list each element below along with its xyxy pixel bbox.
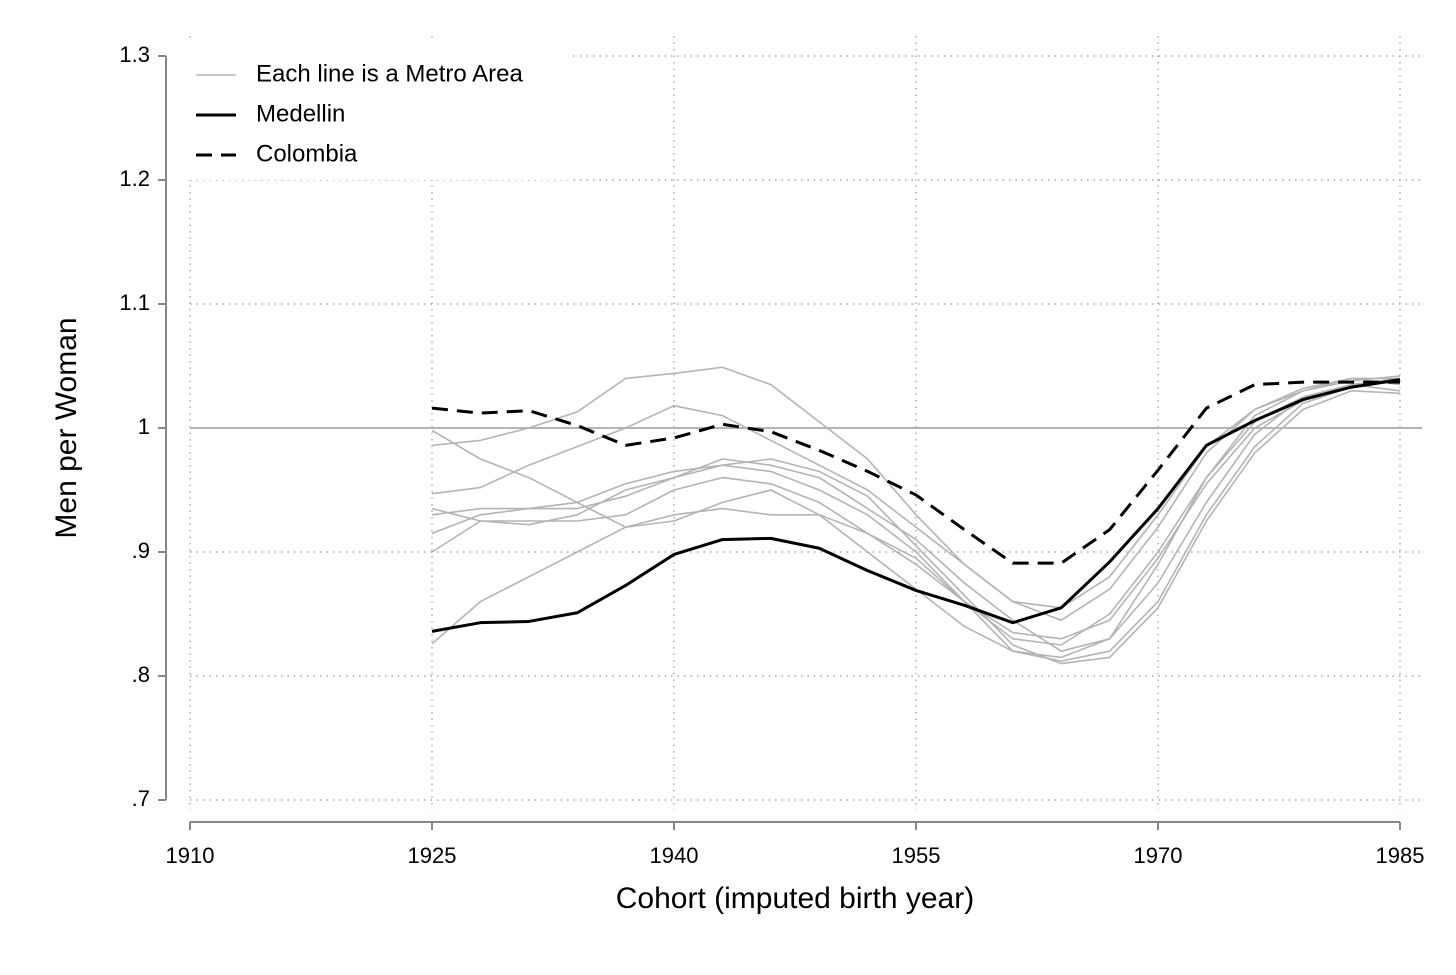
- y-axis-label: Men per Woman: [50, 317, 83, 538]
- axes: .7 .8 .9 1 1.1 1.2 1.3 1910 1925 1940 1955 1970 1985: [119, 42, 1424, 868]
- y-tick-label: .8: [132, 662, 150, 687]
- grid: [189, 36, 1422, 810]
- metro-line: [431, 383, 1401, 646]
- legend-label: Colombia: [256, 140, 358, 167]
- x-tick-label: 1985: [1376, 843, 1425, 868]
- y-tick-label: 1: [138, 414, 150, 439]
- x-tick-label: 1955: [892, 843, 941, 868]
- metro-line: [431, 377, 1401, 652]
- y-tick-label: .9: [132, 538, 150, 563]
- metro-line: [431, 380, 1401, 640]
- x-tick-label: 1940: [650, 843, 699, 868]
- x-tick-label: 1910: [166, 843, 215, 868]
- legend-background: [180, 40, 570, 180]
- legend: Each line is a Metro Area Medellin Colombi…: [180, 40, 570, 180]
- x-tick-label: 1970: [1134, 843, 1183, 868]
- plot-area: [190, 366, 1422, 665]
- y-tick-label: .7: [132, 786, 150, 811]
- legend-label: Each line is a Metro Area: [256, 60, 523, 87]
- metro-line: [431, 377, 1401, 621]
- metro-line: [431, 390, 1401, 665]
- metro-line: [431, 366, 1400, 609]
- y-tick-label: 1.3: [119, 42, 150, 67]
- legend-label: Medellin: [256, 100, 345, 127]
- x-axis-label: Cohort (imputed birth year): [616, 882, 974, 915]
- y-tick-label: 1.2: [119, 166, 150, 191]
- y-tick-label: 1.1: [119, 290, 150, 315]
- x-tick-label: 1925: [408, 843, 457, 868]
- series-line: [431, 380, 1400, 565]
- series-line: [431, 378, 1401, 633]
- metro-line: [431, 377, 1401, 662]
